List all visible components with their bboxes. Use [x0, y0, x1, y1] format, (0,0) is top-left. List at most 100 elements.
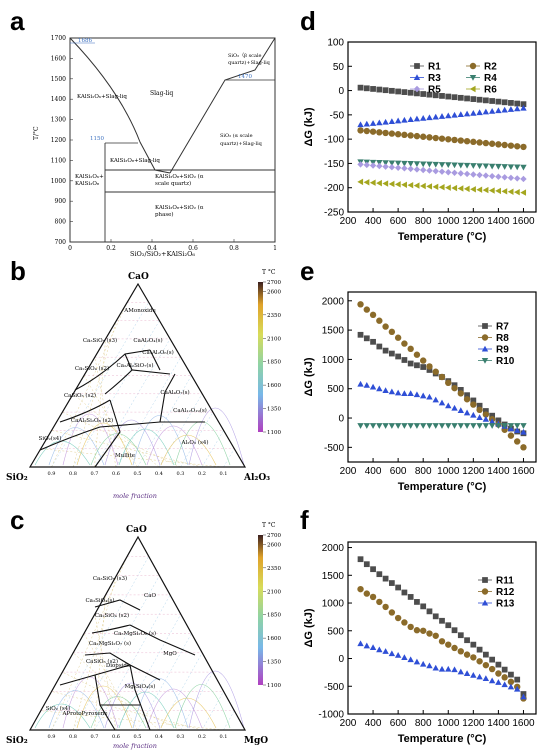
data-point — [514, 100, 521, 107]
data-point — [432, 161, 439, 168]
data-point — [420, 133, 427, 140]
data-point — [514, 438, 521, 445]
pd-y-ticks: 700 800 900 1000 1100 1200 1300 1400 1500 1600 170… — [51, 35, 73, 246]
data-point — [363, 85, 370, 92]
data-point — [376, 317, 383, 324]
data-point — [382, 323, 389, 330]
y-tick-label: 1500 — [322, 571, 345, 582]
ternary-b: CaO SiO₂ Al₂O₃ mole fraction 0.9 0.8 0.7 0.… — [6, 269, 281, 500]
ternary-bottom-tick: 0.5 — [134, 734, 142, 740]
data-point — [357, 84, 364, 91]
y-axis-label: ΔG (kJ) — [303, 107, 315, 146]
data-point — [363, 590, 370, 597]
ternary-b-colorbar-ticks: 2700 2600 2350 2100 1850 1600 1350 1100 — [263, 280, 281, 436]
x-tick-label: 1600 — [512, 216, 535, 227]
data-point — [369, 644, 377, 650]
data-point — [363, 127, 370, 135]
pd-label-1150: 1150 — [90, 136, 104, 142]
data-point — [457, 94, 464, 101]
data-point — [482, 163, 490, 170]
series-R13 — [357, 640, 527, 700]
data-point — [451, 423, 458, 429]
data-point — [376, 343, 383, 350]
pd-y-tick-label: 1700 — [51, 35, 66, 42]
data-point — [363, 561, 370, 568]
data-point — [495, 187, 501, 195]
ternary-field-label: AMonoxide — [123, 308, 155, 314]
pd-liquidus-right — [169, 37, 276, 174]
data-point — [470, 109, 477, 116]
data-point — [426, 161, 433, 168]
ternary-bottom-tick: 0.9 — [48, 734, 56, 740]
isotherm-line — [188, 407, 245, 466]
colorbar-tick-label: 1850 — [267, 613, 281, 619]
data-point — [382, 575, 389, 582]
data-point — [488, 677, 496, 684]
data-point — [470, 401, 477, 408]
ternary-bottom-tick: 0.8 — [69, 471, 77, 477]
data-point — [376, 385, 383, 392]
ternary-field-label: Ca₃Al₂O₆(s) — [142, 349, 173, 356]
ternary-field-label: Ca₂SiO₄ (s2) — [95, 612, 129, 619]
data-point — [451, 627, 458, 634]
ternary-c-top-label: CaO — [126, 525, 147, 535]
data-point — [370, 86, 376, 92]
data-point — [413, 391, 421, 398]
data-point — [382, 118, 389, 125]
ternary-field-label: CaAl₂O₄(s) — [133, 337, 162, 344]
data-point — [501, 188, 508, 195]
series-R8 — [357, 301, 527, 451]
ternary-c-gridlines — [40, 556, 235, 731]
data-point — [463, 185, 470, 193]
series-R9 — [357, 380, 527, 435]
ternary-gridline — [73, 393, 160, 468]
y-tick-label: 50 — [333, 62, 345, 73]
data-point — [376, 423, 383, 429]
phase-diagram: 700 800 900 1000 1100 1200 1300 1400 1500 1600 170… — [33, 35, 277, 258]
data-point — [420, 423, 427, 429]
ternary-field-label: CaO — [144, 593, 156, 599]
ternary-gridline — [73, 652, 160, 731]
data-point — [395, 353, 402, 360]
data-point — [482, 97, 489, 104]
data-point — [514, 427, 521, 433]
data-point — [470, 654, 477, 661]
data-point — [394, 160, 402, 167]
legend-label: R9 — [496, 345, 509, 356]
data-point — [407, 89, 414, 96]
data-point — [394, 131, 402, 138]
legend-label: R8 — [496, 333, 509, 344]
ternary-c-boundaries — [59, 599, 196, 731]
data-point — [501, 106, 508, 113]
data-point — [476, 163, 483, 170]
colorbar-tick-label: 2350 — [267, 313, 281, 319]
data-point — [413, 658, 421, 665]
data-point — [470, 397, 477, 404]
ternary-gridline — [94, 594, 171, 731]
x-tick-label: 800 — [415, 216, 432, 227]
data-point — [363, 382, 370, 388]
isotherm-line — [160, 697, 217, 729]
data-point — [401, 654, 408, 660]
ternary-field-label: CaSiO₃ (s2) — [86, 658, 118, 665]
y-tick-label: 1500 — [322, 326, 345, 337]
series-R4 — [357, 159, 527, 171]
data-point — [495, 163, 502, 170]
y-tick-label: 1000 — [322, 355, 345, 366]
data-point — [426, 167, 433, 174]
data-point — [388, 350, 395, 357]
x-tick-label: 1200 — [462, 466, 485, 477]
x-tick-label: 1000 — [437, 216, 460, 227]
data-point — [394, 614, 402, 622]
x-tick-label: 1000 — [437, 718, 460, 729]
ternary-b-caption: mole fraction — [113, 492, 157, 500]
x-tick-label: 1400 — [487, 466, 510, 477]
data-point — [407, 116, 414, 123]
data-point — [451, 184, 458, 192]
legend-label: R7 — [496, 322, 509, 333]
ternary-bottom-tick: 0.7 — [91, 734, 99, 740]
data-point — [464, 392, 470, 399]
data-point — [488, 187, 495, 194]
ternary-field-label: CaAl₂Si₂O₈ (s2) — [71, 417, 113, 424]
